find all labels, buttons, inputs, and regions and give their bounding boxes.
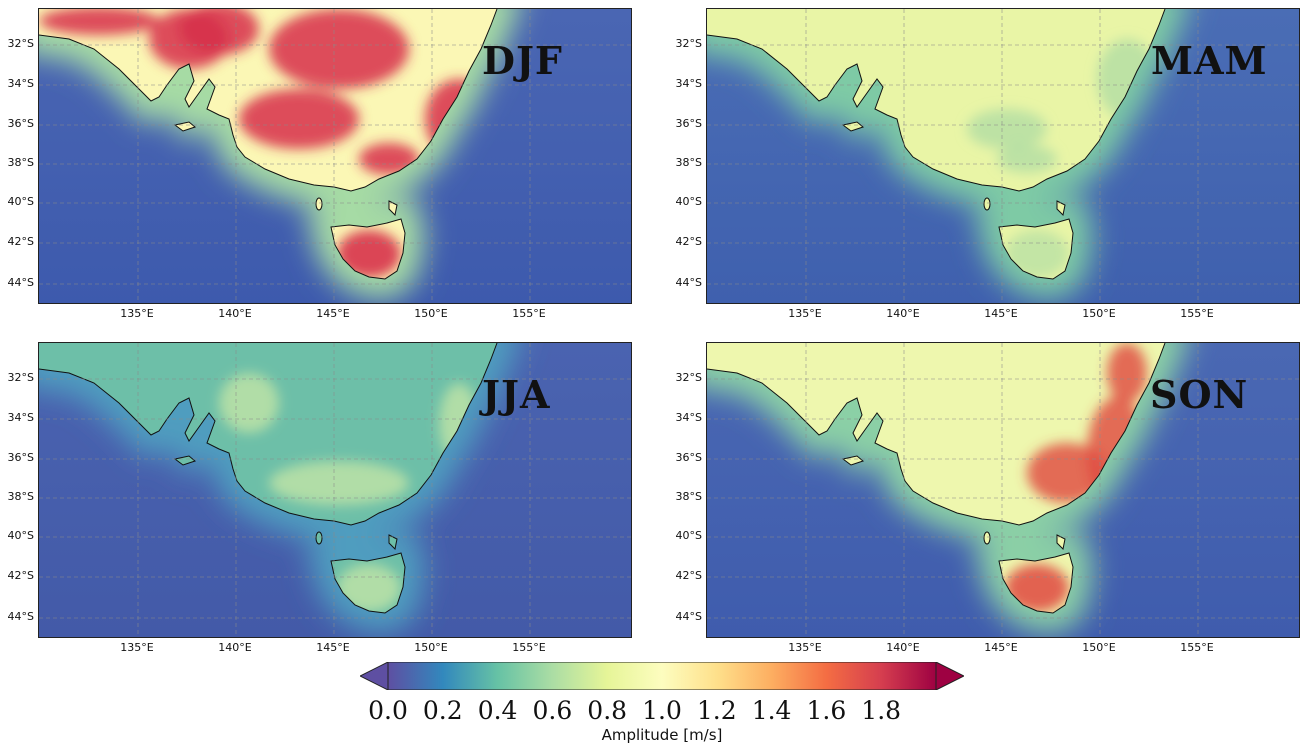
lat-tick: 42°S [675, 569, 702, 582]
lat-tick: 40°S [7, 195, 34, 208]
lon-tick: 135°E [788, 307, 822, 320]
lat-tick: 34°S [675, 77, 702, 90]
season-label-son: SON [1150, 372, 1249, 417]
colorbar-tick: 1.4 [751, 696, 792, 725]
lat-tick: 36°S [675, 117, 702, 130]
lon-tick: 145°E [316, 307, 350, 320]
colorbar-tick: 1.6 [806, 696, 847, 725]
lon-tick: 145°E [984, 307, 1018, 320]
colorbar-tick: 1.0 [642, 696, 682, 725]
lon-tick: 140°E [886, 641, 920, 654]
lon-tick: 155°E [1180, 641, 1214, 654]
lat-tick: 34°S [675, 411, 702, 424]
lat-tick: 32°S [7, 371, 34, 384]
colorbar-tick: 0.4 [477, 696, 518, 725]
lon-tick: 145°E [316, 641, 350, 654]
lon-tick: 150°E [414, 641, 448, 654]
lat-tick: 36°S [7, 117, 34, 130]
lat-tick: 38°S [675, 156, 702, 169]
lon-tick: 150°E [1082, 641, 1116, 654]
lon-tick: 150°E [1082, 307, 1116, 320]
lon-tick: 135°E [120, 641, 154, 654]
lat-tick: 42°S [7, 235, 34, 248]
lat-tick: 44°S [675, 276, 702, 289]
lon-tick: 155°E [512, 307, 546, 320]
lon-tick: 135°E [788, 641, 822, 654]
lat-tick: 44°S [7, 276, 34, 289]
lon-tick: 140°E [218, 307, 252, 320]
lat-tick: 44°S [7, 610, 34, 623]
lat-tick: 34°S [7, 411, 34, 424]
lat-tick: 40°S [675, 529, 702, 542]
lon-tick: 150°E [414, 307, 448, 320]
lat-tick: 32°S [7, 37, 34, 50]
lat-tick: 42°S [675, 235, 702, 248]
lon-tick: 140°E [218, 641, 252, 654]
lat-tick: 42°S [7, 569, 34, 582]
lon-tick: 145°E [984, 641, 1018, 654]
map-djf [38, 8, 632, 304]
lat-tick: 36°S [7, 451, 34, 464]
lon-tick: 140°E [886, 307, 920, 320]
lat-tick: 38°S [7, 156, 34, 169]
lat-tick: 40°S [7, 529, 34, 542]
lon-tick: 155°E [512, 641, 546, 654]
map-jja [38, 342, 632, 638]
colorbar-tick: 0.2 [422, 696, 463, 725]
colorbar-tick: 0.8 [587, 696, 628, 725]
lat-tick: 32°S [675, 371, 702, 384]
lat-tick: 36°S [675, 451, 702, 464]
lat-tick: 38°S [675, 490, 702, 503]
lon-tick: 135°E [120, 307, 154, 320]
lat-tick: 40°S [675, 195, 702, 208]
season-label-jja: JJA [482, 372, 551, 417]
map-mam [706, 8, 1300, 304]
lat-tick: 34°S [7, 77, 34, 90]
colorbar-tick: 1.8 [861, 696, 902, 725]
lat-tick: 44°S [675, 610, 702, 623]
colorbar-label: Amplitude [m/s] [601, 726, 723, 744]
season-label-mam: MAM [1151, 38, 1268, 83]
colorbar-tick: 0.0 [368, 696, 408, 725]
colorbar-tick: 0.6 [532, 696, 573, 725]
lat-tick: 32°S [675, 37, 702, 50]
season-label-djf: DJF [482, 38, 563, 83]
map-son [706, 342, 1300, 638]
colorbar [358, 661, 966, 691]
colorbar-tick: 1.2 [696, 696, 737, 725]
lon-tick: 155°E [1180, 307, 1214, 320]
lat-tick: 38°S [7, 490, 34, 503]
